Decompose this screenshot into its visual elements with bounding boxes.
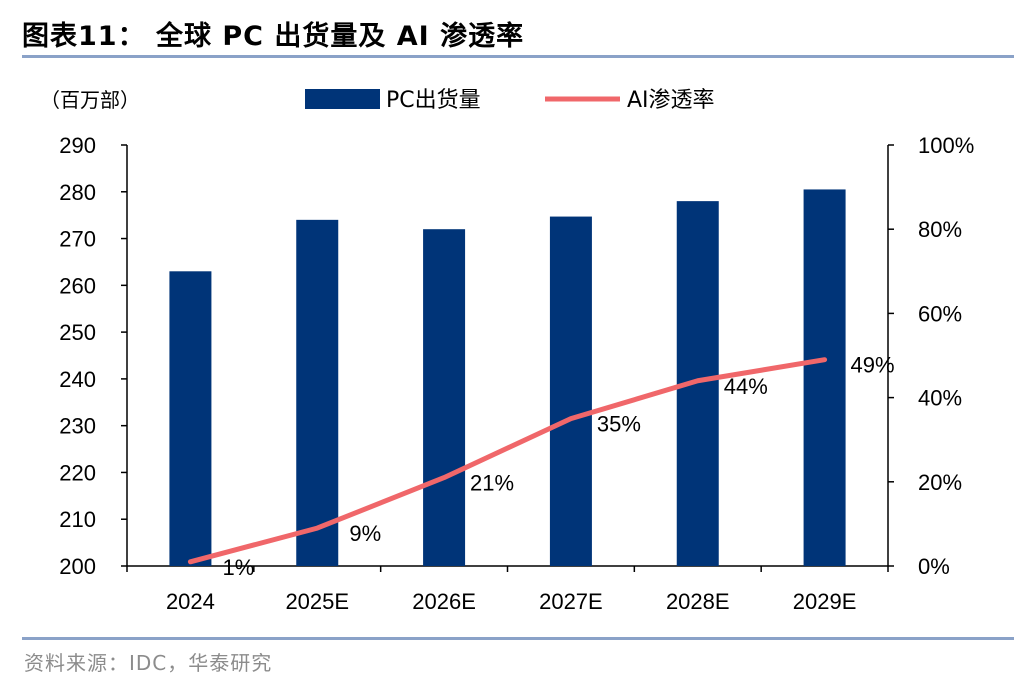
bar-series	[169, 189, 846, 566]
bar-pc-shipments	[296, 219, 339, 566]
x-tick-label: 2028E	[666, 589, 730, 614]
axes	[121, 144, 894, 572]
right-tick-label: 80%	[918, 217, 962, 242]
line-ai-penetration	[187, 357, 828, 565]
top-divider	[22, 55, 1014, 58]
bar-pc-shipments	[169, 271, 212, 566]
data-label-ai-penetration: 21%	[470, 471, 514, 496]
legend-label-ai-penetration: AI渗透率	[627, 88, 715, 113]
left-tick-label: 210	[59, 507, 96, 532]
right-tick-label: 20%	[918, 470, 962, 495]
x-tick-label: 2029E	[793, 589, 857, 614]
bar-pc-shipments	[803, 189, 846, 566]
left-tick-label: 200	[59, 554, 96, 579]
legend-bar-swatch	[305, 89, 380, 109]
left-tick-label: 280	[59, 180, 96, 205]
data-label-ai-penetration: 49%	[851, 353, 895, 378]
data-label-ai-penetration: 35%	[597, 412, 641, 437]
right-tick-label: 100%	[918, 133, 974, 158]
left-tick-label: 270	[59, 227, 96, 252]
x-tick-label: 2027E	[539, 589, 603, 614]
bar-pc-shipments	[549, 216, 592, 566]
figure-title: 图表11： 全球 PC 出货量及 AI 渗透率	[22, 21, 525, 52]
bottom-divider	[22, 637, 1014, 640]
left-tick-label: 250	[59, 320, 96, 345]
x-tick-label: 2026E	[412, 589, 476, 614]
line-series: 1% 9% 21% 35% 44% 49%	[187, 353, 895, 580]
bar-pc-shipments	[423, 229, 466, 566]
data-label-ai-penetration: 44%	[724, 374, 768, 399]
left-tick-label: 230	[59, 414, 96, 439]
right-tick-label: 40%	[918, 386, 962, 411]
x-tick-label: 2025E	[285, 589, 349, 614]
legend: PC出货量 AI渗透率	[305, 88, 715, 113]
legend-label-pc-shipments: PC出货量	[386, 88, 481, 113]
left-tick-label: 290	[59, 133, 96, 158]
data-label-ai-penetration: 1%	[223, 555, 255, 580]
tick-labels: 200 210 220 230 240 250 260 270 280 290 0% 20% 40% 60…	[59, 133, 974, 614]
left-tick-label: 260	[59, 273, 96, 298]
data-label-ai-penetration: 9%	[349, 521, 381, 546]
left-tick-label: 240	[59, 367, 96, 392]
right-tick-label: 60%	[918, 301, 962, 326]
source-note: 资料来源：IDC，华泰研究	[24, 651, 273, 675]
left-tick-label: 220	[59, 460, 96, 485]
left-axis-unit-label: （百万部）	[40, 88, 140, 112]
x-tick-label: 2024	[166, 589, 215, 614]
right-tick-label: 0%	[918, 554, 950, 579]
